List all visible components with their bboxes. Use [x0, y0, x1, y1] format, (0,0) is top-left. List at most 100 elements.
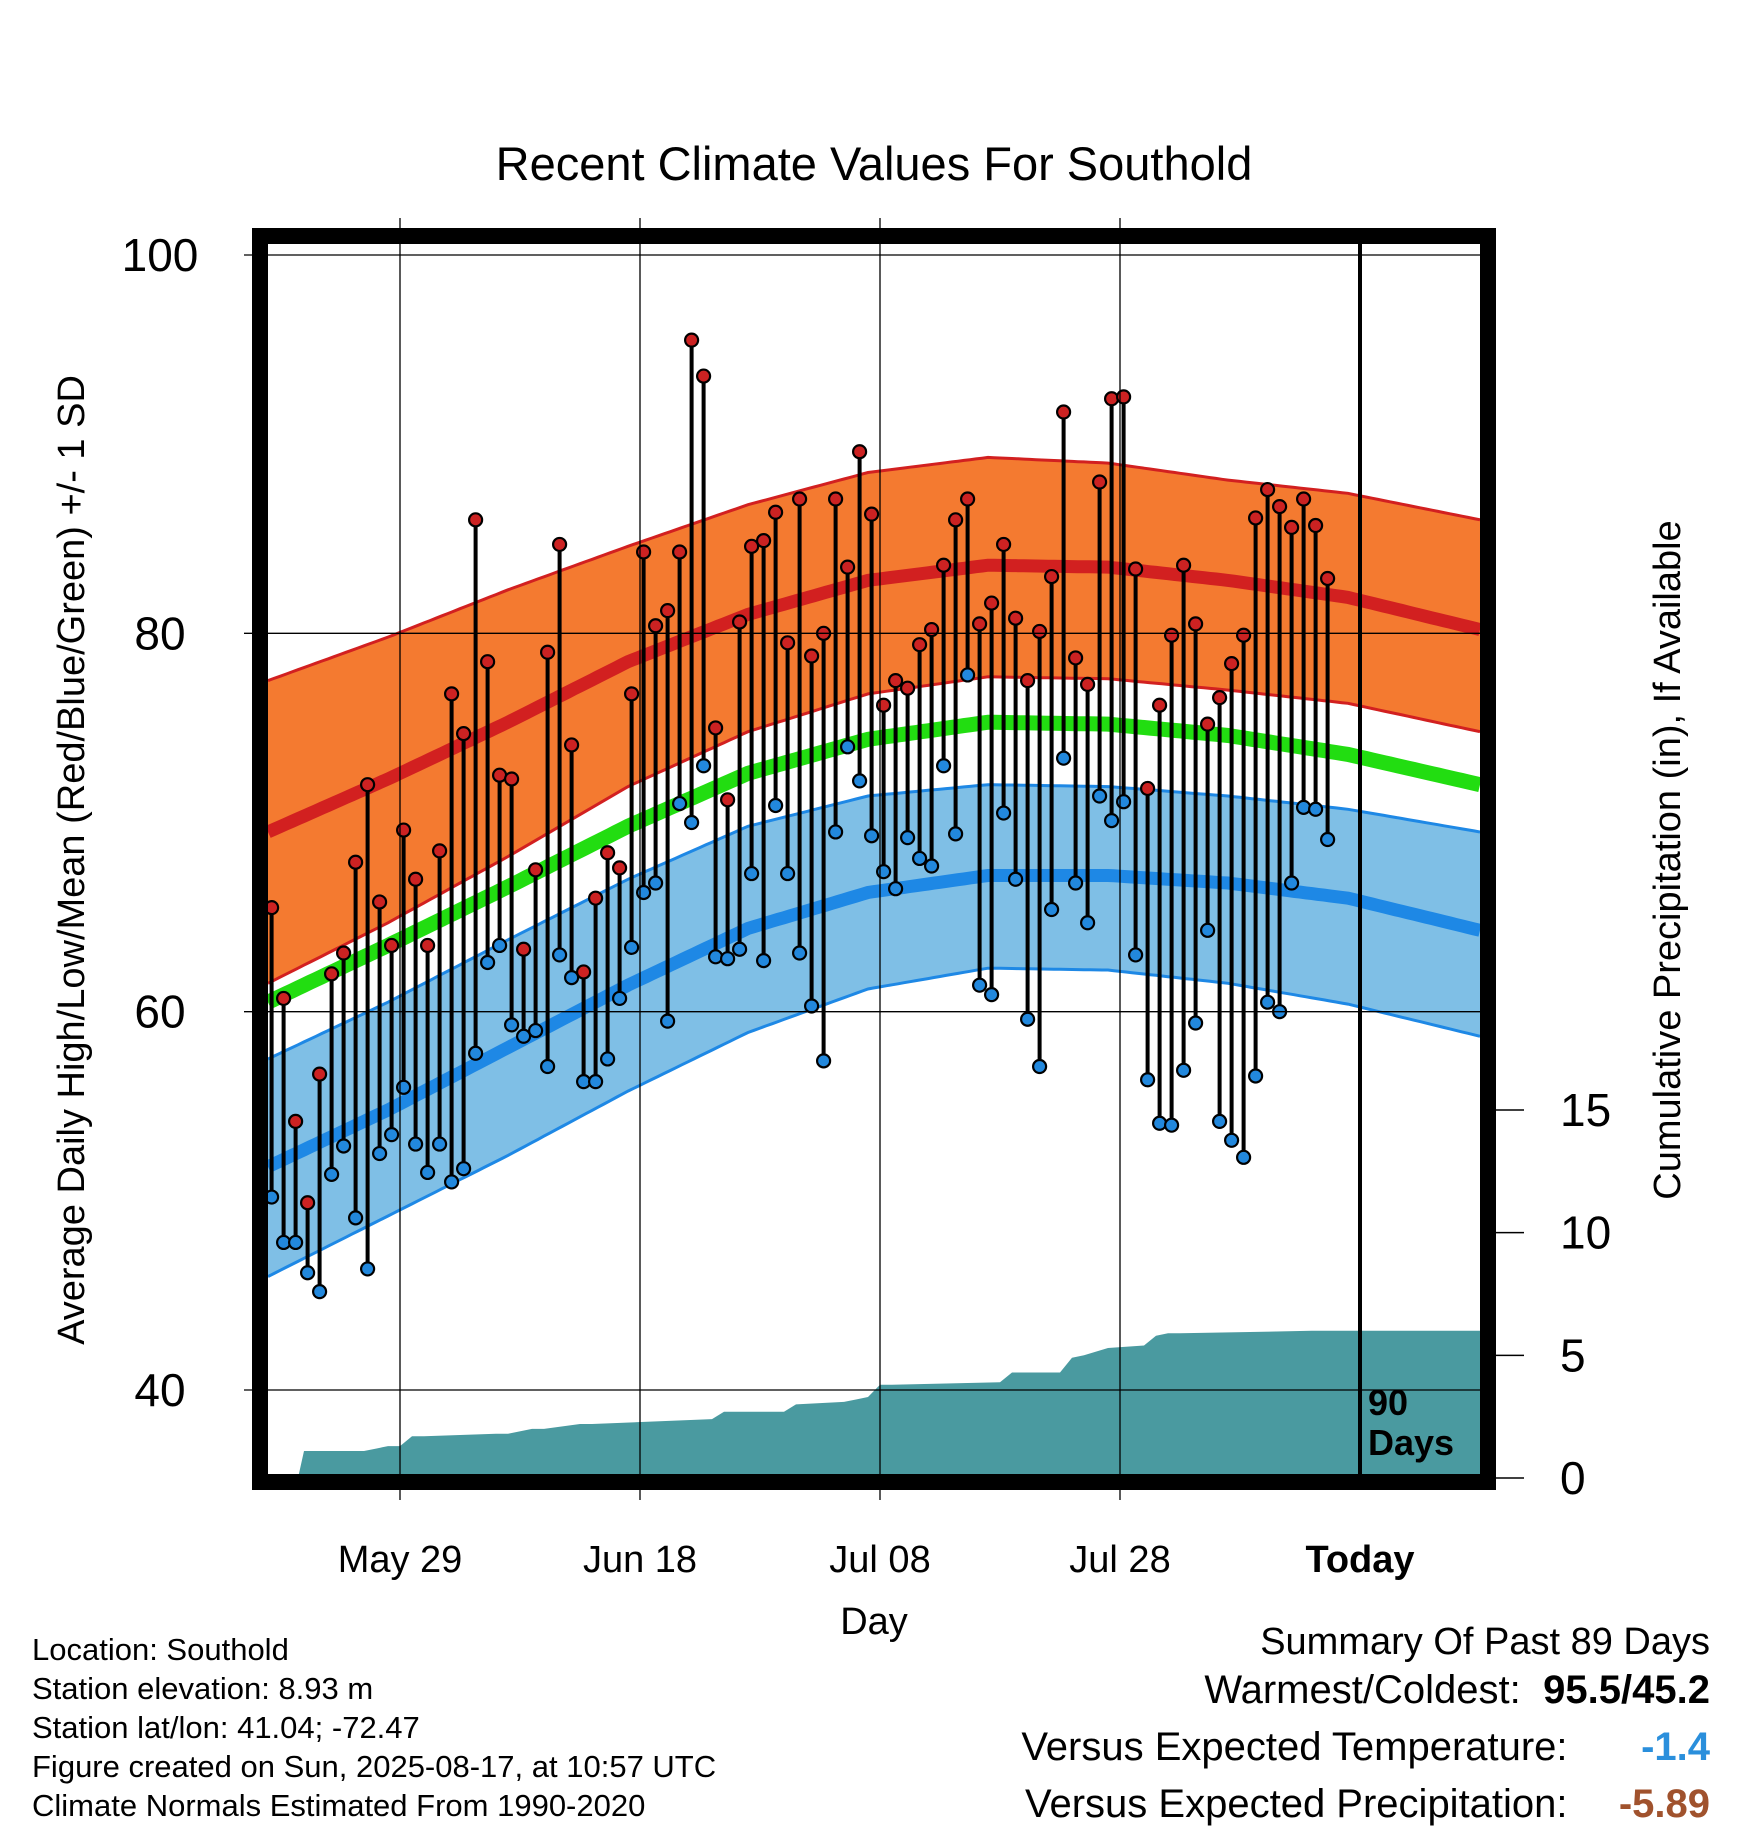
daily-high-point [504, 771, 520, 787]
daily-low-point [599, 1051, 616, 1067]
summary-panel: Summary Of Past 89 Days Warmest/Coldest:… [1021, 1618, 1710, 1837]
daily-low-point [515, 1028, 532, 1044]
daily-low-point [420, 1164, 436, 1181]
y-tick-label-right: 5 [1560, 1329, 1586, 1381]
daily-low-point [312, 1284, 328, 1300]
daily-low-point [851, 773, 868, 789]
daily-low-point [1007, 871, 1024, 887]
daily-low-point [1247, 1068, 1264, 1084]
daily-low-point [1199, 922, 1216, 938]
daily-low-point [1019, 1011, 1036, 1027]
daily-high-point [444, 686, 460, 702]
daily-high-point [1067, 650, 1084, 666]
daily-high-point [707, 720, 724, 736]
daily-high-point [1055, 404, 1072, 420]
daily-low-point [803, 998, 820, 1014]
daily-low-point [863, 828, 880, 844]
elevation-text: Station elevation: 8.93 m [32, 1671, 374, 1706]
daily-high-point [1079, 676, 1096, 693]
daily-low-point [1175, 1062, 1192, 1078]
daily-low-point [935, 758, 952, 774]
y-axis-title-right: Cumulative Precipitation (in), If Availa… [1647, 520, 1689, 1199]
daily-low-point [300, 1265, 316, 1281]
daily-high-point [420, 937, 436, 954]
daily-high-point [1211, 690, 1228, 706]
y-tick-label-left: 40 [134, 1364, 185, 1416]
daily-low-point [815, 1053, 832, 1069]
daily-high-point [1115, 389, 1132, 405]
daily-low-point [1043, 901, 1060, 918]
daily-high-point [935, 557, 952, 573]
daily-low-point [1307, 801, 1324, 817]
daily-high-point [1307, 517, 1324, 534]
x-tick-label: Today [1305, 1539, 1414, 1581]
daily-low-point [1223, 1132, 1240, 1148]
daily-low-point [1211, 1113, 1228, 1129]
daily-high-point [659, 603, 676, 619]
daily-high-point [1103, 391, 1120, 407]
chart-title: Recent Climate Values For Southold [496, 137, 1253, 190]
daily-low-point [268, 1189, 280, 1205]
daily-high-point [408, 871, 424, 887]
daily-low-point [827, 824, 844, 840]
daily-low-point [1295, 799, 1312, 815]
daily-low-point [551, 947, 568, 963]
daily-low-point [444, 1174, 460, 1190]
low-normal-band [268, 784, 1480, 1277]
daily-high-point [767, 504, 784, 520]
daily-low-point [1103, 813, 1120, 829]
daily-high-point [911, 637, 928, 653]
daily-low-point [1115, 794, 1132, 810]
daily-low-point [839, 739, 856, 755]
daily-low-point [324, 1166, 340, 1182]
daily-high-point [1043, 568, 1060, 585]
daily-low-point [468, 1045, 484, 1061]
daily-low-point [1151, 1115, 1168, 1131]
daily-low-point [887, 881, 904, 897]
daily-high-point [719, 792, 736, 808]
daily-high-point [875, 697, 892, 713]
daily-low-point [875, 864, 892, 880]
daily-high-point [1271, 498, 1288, 515]
summary-title: Summary Of Past 89 Days [1260, 1621, 1710, 1663]
daily-low-point [1319, 831, 1336, 848]
daily-high-point [468, 512, 484, 528]
daily-low-point [1079, 915, 1096, 931]
daily-high-point [803, 648, 820, 664]
daily-low-point [288, 1234, 304, 1251]
daily-low-point [1163, 1117, 1180, 1133]
daily-low-point [731, 941, 748, 957]
daily-high-point [384, 937, 400, 954]
plot-frame [252, 228, 1496, 1490]
y-tick-label-left: 100 [122, 229, 199, 281]
daily-high-point [827, 491, 844, 507]
daily-high-point [1019, 673, 1036, 689]
daily-high-point [755, 533, 772, 549]
daily-high-point [695, 368, 712, 384]
daily-low-point [563, 970, 580, 986]
daily-low-point [983, 987, 1000, 1003]
daily-low-point [947, 826, 964, 842]
daily-high-point [551, 536, 568, 553]
daily-low-point [695, 758, 712, 774]
warm-cold-value: 95.5/45.2 [1543, 1668, 1710, 1712]
daily-low-point [659, 1013, 676, 1029]
daily-low-point [456, 1161, 472, 1177]
daily-high-point [971, 616, 988, 632]
daily-low-point [707, 949, 724, 965]
daily-high-point [575, 964, 592, 980]
daily-high-point [527, 862, 544, 878]
daily-high-point [268, 900, 280, 916]
daily-low-point [527, 1022, 544, 1039]
temp-departure-label: Versus Expected Temperature: [1021, 1725, 1568, 1769]
daily-low-point [791, 945, 808, 961]
daily-low-point [899, 830, 916, 846]
y-tick-label-left: 80 [134, 607, 185, 659]
daily-high-point [1247, 510, 1264, 526]
daily-high-point [312, 1066, 328, 1082]
daily-high-point [731, 614, 748, 630]
daily-high-point [743, 538, 760, 554]
daily-high-point [959, 491, 976, 507]
precip-departure-label: Versus Expected Precipitation: [1025, 1782, 1568, 1826]
